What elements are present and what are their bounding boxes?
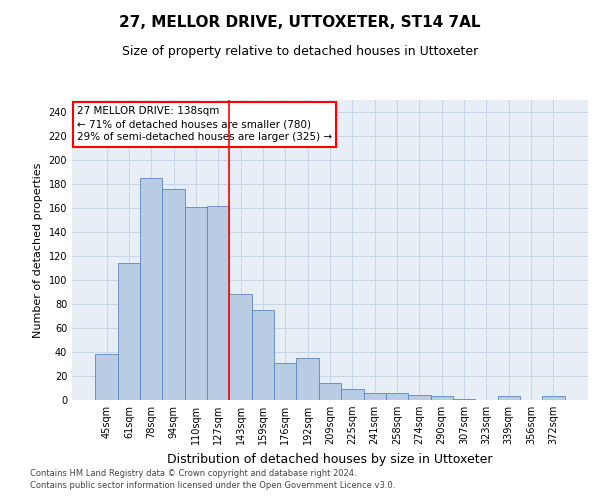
Text: 27 MELLOR DRIVE: 138sqm
← 71% of detached houses are smaller (780)
29% of semi-d: 27 MELLOR DRIVE: 138sqm ← 71% of detache… bbox=[77, 106, 332, 142]
Bar bbox=[229, 294, 252, 400]
Bar bbox=[453, 399, 475, 400]
Bar bbox=[542, 396, 565, 400]
Bar bbox=[364, 393, 386, 400]
X-axis label: Distribution of detached houses by size in Uttoxeter: Distribution of detached houses by size … bbox=[167, 452, 493, 466]
Y-axis label: Number of detached properties: Number of detached properties bbox=[33, 162, 43, 338]
Bar bbox=[341, 389, 364, 400]
Bar bbox=[386, 393, 408, 400]
Bar bbox=[252, 310, 274, 400]
Bar bbox=[140, 178, 163, 400]
Bar bbox=[163, 189, 185, 400]
Text: Size of property relative to detached houses in Uttoxeter: Size of property relative to detached ho… bbox=[122, 45, 478, 58]
Text: Contains HM Land Registry data © Crown copyright and database right 2024.
Contai: Contains HM Land Registry data © Crown c… bbox=[30, 469, 395, 490]
Bar bbox=[319, 383, 341, 400]
Bar bbox=[118, 263, 140, 400]
Bar bbox=[296, 358, 319, 400]
Bar bbox=[274, 363, 296, 400]
Bar bbox=[95, 354, 118, 400]
Bar bbox=[408, 395, 431, 400]
Text: 27, MELLOR DRIVE, UTTOXETER, ST14 7AL: 27, MELLOR DRIVE, UTTOXETER, ST14 7AL bbox=[119, 15, 481, 30]
Bar bbox=[497, 396, 520, 400]
Bar bbox=[185, 207, 207, 400]
Bar bbox=[431, 396, 453, 400]
Bar bbox=[207, 206, 229, 400]
